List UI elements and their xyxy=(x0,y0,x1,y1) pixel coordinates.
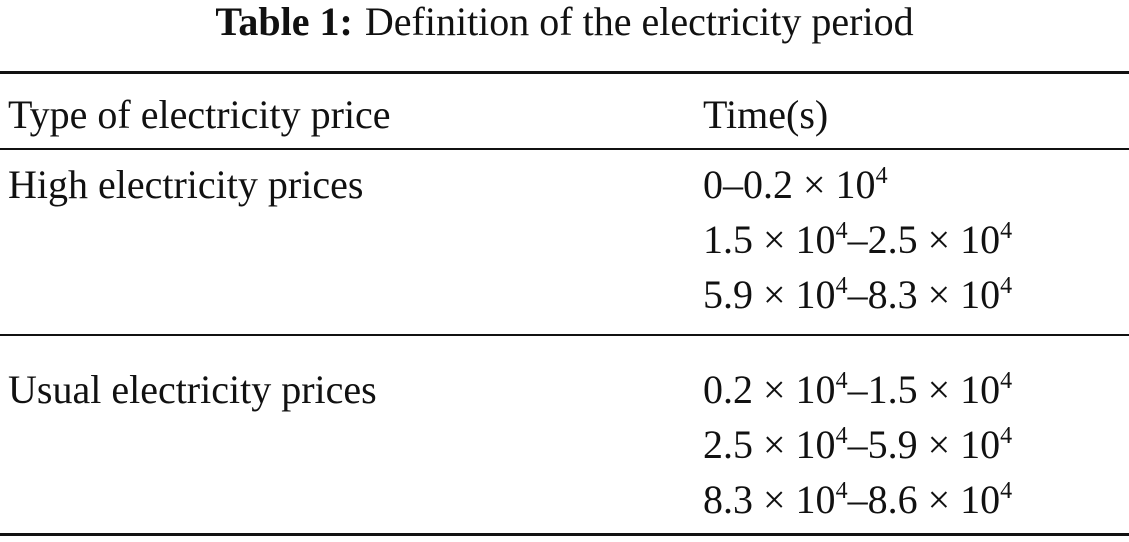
time-text: 0–0.2 × 10 xyxy=(703,162,876,207)
time-line: 2.5 × 104–5.9 × 104 xyxy=(703,423,1012,473)
time-text: –1.5 × 10 xyxy=(847,367,1001,412)
time-text: 5.9 × 10 xyxy=(703,272,836,317)
time-text: 8.3 × 10 xyxy=(703,477,836,522)
time-text: –2.5 × 10 xyxy=(847,217,1001,262)
bottom-rule xyxy=(0,533,1129,536)
exponent: 4 xyxy=(875,163,888,189)
exponent: 4 xyxy=(1000,478,1013,504)
mid-rule xyxy=(0,148,1129,150)
time-text: 1.5 × 10 xyxy=(703,217,836,262)
table-caption: Table 1: Definition of the electricity pe… xyxy=(0,0,1129,44)
time-text: –8.3 × 10 xyxy=(847,272,1001,317)
top-rule xyxy=(0,71,1129,74)
exponent: 4 xyxy=(1000,368,1013,394)
exponent: 4 xyxy=(835,368,848,394)
time-text: –8.6 × 10 xyxy=(847,477,1001,522)
exponent: 4 xyxy=(835,218,848,244)
time-line: 5.9 × 104–8.3 × 104 xyxy=(703,273,1012,323)
header-cell: Type of electricity price xyxy=(8,92,391,137)
exponent: 4 xyxy=(1000,218,1013,244)
type-cell: High electricity prices xyxy=(8,162,364,207)
time-line: 1.5 × 104–2.5 × 104 xyxy=(703,218,1012,268)
exponent: 4 xyxy=(1000,273,1013,299)
exponent: 4 xyxy=(835,478,848,504)
row-rule xyxy=(0,334,1129,336)
exponent: 4 xyxy=(1000,423,1013,449)
exponent: 4 xyxy=(835,423,848,449)
type-cell: Usual electricity prices xyxy=(8,367,377,412)
exponent: 4 xyxy=(835,273,848,299)
header-cell: Time(s) xyxy=(703,92,829,137)
time-text: 0.2 × 10 xyxy=(703,367,836,412)
time-text: –5.9 × 10 xyxy=(847,422,1001,467)
caption-label: Table 1: xyxy=(215,0,353,44)
caption-text: Definition of the electricity period xyxy=(364,0,914,44)
time-line: 0–0.2 × 104 xyxy=(703,163,888,213)
time-text: 2.5 × 10 xyxy=(703,422,836,467)
time-line: 8.3 × 104–8.6 × 104 xyxy=(703,478,1012,528)
time-line: 0.2 × 104–1.5 × 104 xyxy=(703,368,1012,418)
